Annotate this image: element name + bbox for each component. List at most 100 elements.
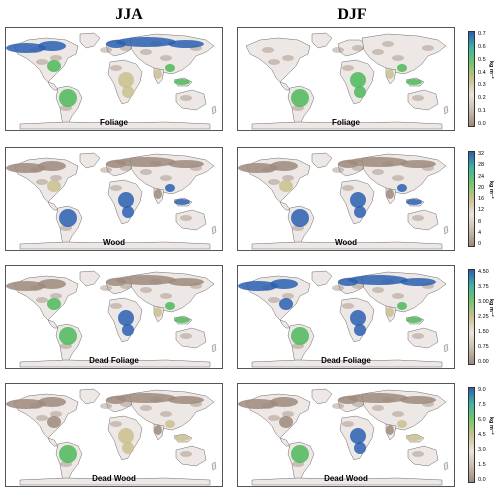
value-area-amazon xyxy=(291,89,309,107)
low-value-area xyxy=(342,185,354,191)
map-panel-djf-foliage: Foliage xyxy=(237,27,455,131)
low-value-area xyxy=(100,403,112,409)
value-area-boreal xyxy=(348,393,408,403)
low-value-area xyxy=(36,59,48,65)
value-area-seasia xyxy=(406,435,422,441)
map-panel-jja-dead-wood: Dead Wood xyxy=(5,383,223,487)
low-value-area xyxy=(282,411,294,417)
panel-label: Wood xyxy=(102,238,126,247)
colorbar-dead-foliage xyxy=(468,269,475,365)
value-area-boreal xyxy=(6,281,46,291)
value-area-india xyxy=(386,189,394,199)
world-map xyxy=(238,152,449,250)
low-value-area xyxy=(342,65,354,71)
world-map xyxy=(245,32,449,130)
value-area-boreal xyxy=(238,281,278,291)
colorbar-tick-label: 2.25 xyxy=(478,314,489,320)
low-value-area xyxy=(412,215,424,221)
low-value-area xyxy=(50,411,62,417)
low-value-area xyxy=(342,421,354,427)
value-area-boreal xyxy=(400,396,436,404)
value-area-boreal xyxy=(6,43,46,53)
value-area-congo xyxy=(118,192,134,208)
colorbar-tick-label: 32 xyxy=(478,151,485,157)
value-area-boreal xyxy=(168,160,204,168)
value-area-boreal xyxy=(338,278,358,286)
value-area-seasia xyxy=(406,317,422,323)
colorbar-wood xyxy=(468,151,475,247)
low-value-area xyxy=(160,55,172,61)
low-value-area xyxy=(332,285,344,291)
low-value-area xyxy=(140,169,152,175)
value-area-boreal xyxy=(106,396,126,404)
colorbar-tick-label: 3.75 xyxy=(478,284,489,290)
low-value-area xyxy=(412,451,424,457)
colorbar-tick-label: 4.5 xyxy=(478,432,486,438)
value-area-seasia xyxy=(406,79,422,85)
low-value-area xyxy=(392,293,404,299)
colorbar-tick-label: 0.6 xyxy=(478,43,486,50)
low-value-area xyxy=(160,175,172,181)
value-area-seasia xyxy=(406,199,422,205)
value-area-india xyxy=(154,189,162,199)
low-value-area xyxy=(332,47,344,53)
low-value-area xyxy=(36,179,48,185)
value-area-eastus xyxy=(279,416,293,428)
low-value-area xyxy=(332,403,344,409)
low-value-area xyxy=(372,287,384,293)
value-area-congo xyxy=(350,72,366,88)
value-area-congo xyxy=(354,206,366,218)
value-area-india xyxy=(386,425,394,435)
low-value-area xyxy=(36,297,48,303)
world-map xyxy=(6,32,217,130)
low-value-area xyxy=(392,411,404,417)
low-value-area xyxy=(100,47,112,53)
value-area-amazon xyxy=(291,209,309,227)
low-value-area xyxy=(140,405,152,411)
map-panel-jja-dead-foliage: Dead Foliage xyxy=(5,265,223,369)
world-map xyxy=(6,270,217,368)
value-area-seasia xyxy=(174,79,190,85)
value-area-boreal xyxy=(38,397,66,407)
colorbar-unit-label: kg m⁻² xyxy=(488,299,494,317)
value-area-seasia xyxy=(174,199,190,205)
colorbar-foliage xyxy=(468,31,475,127)
colorbar-tick-label: 1.50 xyxy=(478,329,489,335)
low-value-area xyxy=(332,167,344,173)
colorbar-tick-label: 24 xyxy=(478,173,485,180)
value-area-india xyxy=(154,307,162,317)
low-value-area xyxy=(412,95,424,101)
value-area-boreal xyxy=(270,397,298,407)
low-value-area xyxy=(160,411,172,417)
low-value-area xyxy=(180,333,192,339)
low-value-area xyxy=(372,405,384,411)
column-title-jja: JJA xyxy=(115,6,143,23)
value-area-boreal xyxy=(116,37,176,47)
low-value-area xyxy=(180,215,192,221)
value-area-boreal xyxy=(6,163,46,173)
value-area-congo xyxy=(350,428,366,444)
value-area-amazon xyxy=(291,445,309,463)
value-area-boreal xyxy=(6,399,46,409)
colorbar-tick-label: 8 xyxy=(478,218,482,225)
value-area-eastus xyxy=(279,298,293,310)
world-map xyxy=(238,388,449,486)
value-area-boreal xyxy=(348,157,408,167)
value-area-boreal xyxy=(38,279,66,289)
colorbar-tick-label: 0.1 xyxy=(478,108,486,115)
colorbar-tick-label: 0.0 xyxy=(478,477,486,483)
colorbar-tick-label: 3.0 xyxy=(478,447,486,453)
colorbar-tick-label: 0.75 xyxy=(478,344,489,350)
world-map xyxy=(6,388,217,486)
low-value-area xyxy=(372,49,384,55)
map-panel-djf-dead-foliage: Dead Foliage xyxy=(237,265,455,369)
value-area-boreal xyxy=(400,160,436,168)
low-value-area xyxy=(140,287,152,293)
value-area-boreal xyxy=(116,275,176,285)
value-area-india xyxy=(154,425,162,435)
low-value-area xyxy=(100,167,112,173)
panel-label: Dead Foliage xyxy=(89,356,139,365)
colorbar-tick-label: 4 xyxy=(478,229,482,236)
colorbar-tick-label: 0.7 xyxy=(478,31,486,37)
value-area-seasia xyxy=(165,64,175,72)
